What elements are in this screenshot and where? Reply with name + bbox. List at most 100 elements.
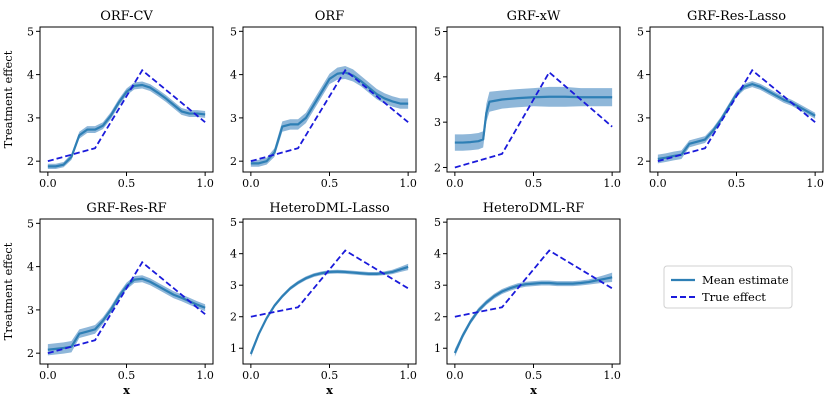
x-tick-label: 0.5 bbox=[321, 369, 339, 382]
x-tick-label: 1.0 bbox=[399, 369, 417, 382]
x-tick-label: 0.0 bbox=[242, 177, 260, 190]
x-tick-label: 0.5 bbox=[118, 369, 136, 382]
x-tick-label: 1.0 bbox=[603, 369, 621, 382]
y-tick-label: 4 bbox=[27, 69, 34, 82]
plot-area bbox=[249, 249, 409, 358]
y-tick-label: 5 bbox=[27, 25, 34, 38]
legend: Mean estimate True effect bbox=[663, 265, 793, 309]
x-tick-label: 0.0 bbox=[39, 369, 57, 382]
true-effect-line bbox=[47, 68, 206, 163]
x-tick-label: 0.5 bbox=[321, 177, 339, 190]
mean-estimate-line bbox=[249, 265, 409, 355]
y-tick-label: 2 bbox=[230, 311, 237, 324]
y-tick-label: 4 bbox=[434, 248, 441, 261]
mean-estimate-line bbox=[454, 95, 613, 144]
y-tick-label: 4 bbox=[637, 69, 644, 82]
x-tick-label: 0.0 bbox=[39, 177, 57, 190]
true-effect-line bbox=[250, 249, 409, 318]
y-axis-label: Treatment effect bbox=[1, 50, 15, 148]
confidence-band bbox=[47, 275, 206, 356]
x-tick-label: 1.0 bbox=[399, 177, 417, 190]
plot-area bbox=[47, 260, 206, 356]
x-tick-label: 0.5 bbox=[525, 177, 543, 190]
x-tick-label: 0.5 bbox=[728, 177, 746, 190]
y-tick-label: 2 bbox=[434, 311, 441, 324]
x-tick-label: 1.0 bbox=[196, 369, 214, 382]
y-tick-label: 3 bbox=[27, 112, 34, 125]
y-tick-label: 2 bbox=[637, 155, 644, 168]
y-tick-label: 1 bbox=[434, 342, 441, 355]
subplot-title: ORF bbox=[315, 9, 344, 24]
y-tick-label: 5 bbox=[230, 25, 237, 38]
true-effect-line bbox=[47, 260, 206, 355]
axes-frame bbox=[649, 26, 824, 173]
subplot-title: GRF-Res-RF bbox=[86, 201, 166, 216]
legend-true-label: True effect bbox=[702, 290, 766, 304]
y-axis-label: Treatment effect bbox=[1, 242, 15, 340]
x-axis-label: x bbox=[326, 383, 333, 397]
y-tick-label: 2 bbox=[434, 161, 441, 174]
y-tick-label: 2 bbox=[230, 155, 237, 168]
y-tick-label: 5 bbox=[637, 25, 644, 38]
legend-mean-label: Mean estimate bbox=[702, 273, 789, 287]
axes-frame bbox=[446, 218, 621, 365]
subplot-1: ORF-CV 0.0 0.5 1.0 2 3 4 5 Treatment effect bbox=[1, 9, 214, 190]
x-tick-label: 0.0 bbox=[242, 369, 260, 382]
y-tick-label: 5 bbox=[434, 26, 441, 39]
y-tick-label: 4 bbox=[27, 261, 34, 274]
plot-area bbox=[454, 70, 613, 169]
confidence-band bbox=[454, 86, 613, 151]
subplot-title: HeteroDML-Lasso bbox=[269, 201, 389, 216]
subplot-2: ORF 0.0 0.5 1.0 2 3 4 5 bbox=[230, 9, 417, 190]
mean-estimate-line bbox=[453, 276, 613, 354]
plot-area bbox=[657, 68, 816, 164]
y-tick-label: 5 bbox=[27, 217, 34, 230]
subplot-title: GRF-Res-Lasso bbox=[687, 9, 786, 24]
x-tick-label: 1.0 bbox=[806, 177, 824, 190]
y-tick-label: 5 bbox=[230, 216, 237, 229]
true-effect-line bbox=[454, 70, 613, 169]
y-tick-label: 2 bbox=[27, 347, 34, 360]
y-tick-label: 5 bbox=[434, 216, 441, 229]
y-tick-label: 4 bbox=[230, 69, 237, 82]
confidence-band bbox=[250, 263, 409, 358]
x-tick-label: 1.0 bbox=[603, 177, 621, 190]
x-tick-label: 0.5 bbox=[525, 369, 543, 382]
y-tick-label: 3 bbox=[230, 279, 237, 292]
y-tick-label: 3 bbox=[637, 112, 644, 125]
mean-estimate-line bbox=[47, 83, 206, 168]
true-effect-line bbox=[657, 68, 816, 163]
confidence-band bbox=[454, 272, 613, 357]
true-effect-line bbox=[454, 249, 613, 318]
subplot-title: GRF-xW bbox=[507, 9, 561, 24]
confidence-band bbox=[250, 65, 409, 167]
mean-estimate-line bbox=[47, 277, 206, 351]
subplot-grid: ORF-CV 0.0 0.5 1.0 2 3 4 5 Treatment effect ORF 0.… bbox=[1, 9, 824, 397]
subplot-4: GRF-Res-Lasso 0.0 0.5 1.0 2 3 4 5 bbox=[637, 9, 824, 190]
plot-area bbox=[453, 249, 613, 357]
plot-area bbox=[250, 65, 409, 167]
subplot-6: HeteroDML-Lasso 0.0 0.5 1.0 1 2 3 4 5 x bbox=[230, 201, 417, 397]
y-tick-label: 4 bbox=[434, 71, 441, 84]
axes-frame bbox=[39, 26, 214, 173]
legend-box bbox=[663, 265, 793, 309]
plot-area bbox=[47, 68, 206, 169]
y-tick-label: 3 bbox=[434, 116, 441, 129]
x-tick-label: 0.0 bbox=[446, 177, 464, 190]
x-tick-label: 0.0 bbox=[446, 369, 464, 382]
subplot-7: HeteroDML-RF 0.0 0.5 1.0 1 2 3 4 5 x bbox=[434, 201, 621, 397]
subplot-title: ORF-CV bbox=[100, 9, 153, 24]
axes-frame bbox=[242, 218, 417, 365]
y-tick-label: 1 bbox=[230, 342, 237, 355]
x-axis-label: x bbox=[123, 383, 130, 397]
mean-estimate-line bbox=[250, 71, 409, 165]
y-tick-label: 3 bbox=[27, 304, 34, 317]
y-tick-label: 4 bbox=[230, 248, 237, 261]
subplot-5: GRF-Res-RF 0.0 0.5 1.0 2 3 4 5 x Treatment effect bbox=[1, 201, 214, 397]
x-tick-label: 0.5 bbox=[118, 177, 136, 190]
x-tick-label: 1.0 bbox=[196, 177, 214, 190]
subplot-3: GRF-xW 0.0 0.5 1.0 2 3 4 5 bbox=[434, 9, 621, 190]
true-effect-line bbox=[250, 68, 409, 163]
y-tick-label: 2 bbox=[27, 155, 34, 168]
